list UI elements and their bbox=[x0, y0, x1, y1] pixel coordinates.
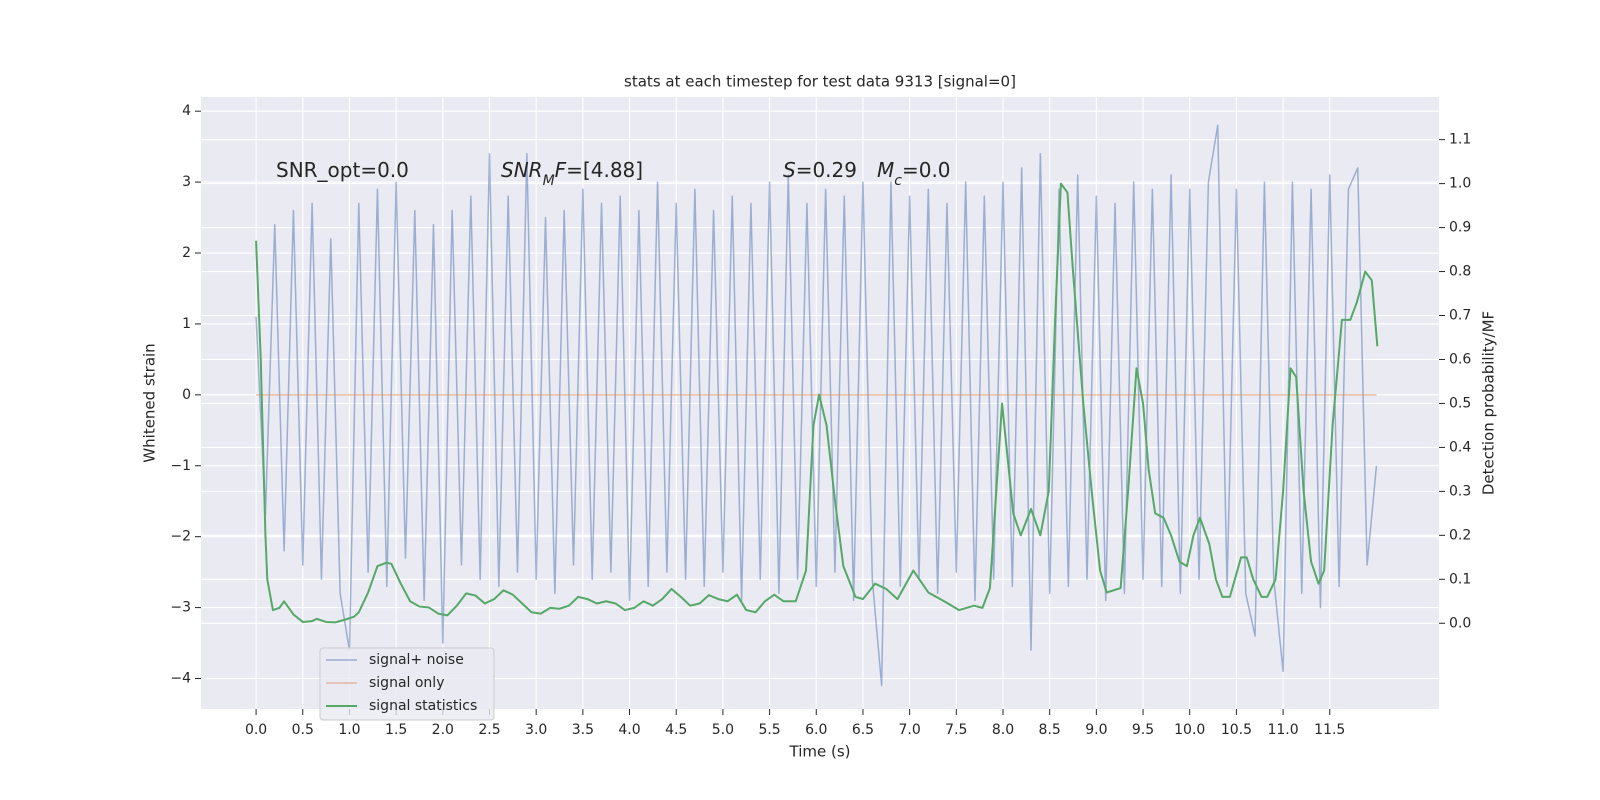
y-tick-label: −2 bbox=[170, 529, 191, 545]
x-tick-label: 10.5 bbox=[1221, 722, 1252, 738]
x-tick-label: 3.0 bbox=[525, 722, 547, 738]
annotation-part: =0.29 bbox=[796, 158, 857, 182]
x-tick-label: 6.0 bbox=[805, 722, 827, 738]
annotation-part: =0.0 bbox=[902, 158, 951, 182]
annotation-part: =[4.88] bbox=[566, 158, 643, 182]
legend-box bbox=[319, 647, 495, 721]
y-tick-label: −4 bbox=[170, 671, 191, 687]
y-tick-label: 0 bbox=[182, 387, 191, 403]
annotation-part: M bbox=[543, 173, 555, 189]
y-tick-label: −1 bbox=[170, 458, 191, 474]
y2-tick-label: 0.1 bbox=[1449, 571, 1471, 587]
x-tick-label: 9.5 bbox=[1132, 722, 1154, 738]
annotation: SNRMF=[4.88] bbox=[501, 158, 643, 189]
annotation: SNR_opt=0.0 bbox=[276, 158, 409, 182]
x-tick-label: 11.5 bbox=[1314, 722, 1345, 738]
y-axis-label: Whitened strain bbox=[141, 343, 159, 462]
x-tick-label: 8.0 bbox=[992, 722, 1014, 738]
annotation-part: c bbox=[894, 173, 902, 189]
y-tick-label: 4 bbox=[182, 103, 191, 119]
x-tick-label: 8.5 bbox=[1039, 722, 1061, 738]
legend: signal+ noise signal only signal statistic… bbox=[319, 647, 495, 721]
y2-tick-label: 1.1 bbox=[1449, 132, 1471, 148]
x-tick-label: 4.0 bbox=[618, 722, 640, 738]
y2-tick-label: 0.8 bbox=[1449, 264, 1471, 280]
annotation: Mc=0.0 bbox=[877, 158, 951, 189]
y-tick-label: −3 bbox=[170, 600, 191, 616]
y-tick-label: 3 bbox=[182, 174, 191, 190]
y2-tick-label: 0.0 bbox=[1449, 615, 1471, 631]
x-tick-label: 3.5 bbox=[572, 722, 594, 738]
x-tick-label: 0.0 bbox=[245, 722, 267, 738]
y-tick-label: 2 bbox=[182, 245, 191, 261]
ticks: 0.0 0.5 1.0 1.5 2.0 2.5 3.0 3.5 4.0 4.5 5.0 5.5 6.0 6… bbox=[170, 103, 1471, 738]
annotation-part: S bbox=[783, 158, 796, 182]
y2-tick-label: 0.9 bbox=[1449, 220, 1471, 236]
x-tick-label: 1.5 bbox=[385, 722, 407, 738]
x-axis-label: Time (s) bbox=[789, 743, 851, 761]
x-tick-label: 7.0 bbox=[898, 722, 920, 738]
grid bbox=[201, 97, 1439, 709]
x-tick-label: 5.5 bbox=[758, 722, 780, 738]
annotation-part: M bbox=[877, 158, 894, 182]
x-tick-label: 7.5 bbox=[945, 722, 967, 738]
y2-tick-label: 0.6 bbox=[1449, 351, 1471, 367]
legend-label: signal statistics bbox=[369, 698, 477, 714]
x-tick-label: 10.0 bbox=[1174, 722, 1205, 738]
y-tick-label: 1 bbox=[182, 316, 191, 332]
x-tick-label: 5.0 bbox=[712, 722, 734, 738]
x-tick-label: 2.0 bbox=[432, 722, 454, 738]
y2-tick-label: 0.5 bbox=[1449, 395, 1471, 411]
x-tick-label: 9.0 bbox=[1085, 722, 1107, 738]
x-tick-label: 2.5 bbox=[478, 722, 500, 738]
annotation-part: SNR bbox=[501, 158, 543, 182]
chart-title: stats at each timestep for test data 931… bbox=[624, 73, 1016, 91]
x-tick-label: 11.0 bbox=[1267, 722, 1298, 738]
y2-tick-label: 0.7 bbox=[1449, 308, 1471, 324]
y2-tick-label: 0.4 bbox=[1449, 439, 1471, 455]
annotation: S=0.29 bbox=[783, 158, 857, 182]
legend-label: signal only bbox=[369, 675, 444, 691]
x-tick-label: 1.0 bbox=[338, 722, 360, 738]
x-tick-label: 0.5 bbox=[292, 722, 314, 738]
annotation-part: F bbox=[555, 158, 567, 182]
y2-axis-label: Detection probability/MF bbox=[1480, 311, 1498, 495]
y2-tick-label: 0.3 bbox=[1449, 483, 1471, 499]
x-tick-label: 4.5 bbox=[665, 722, 687, 738]
series-line bbox=[255, 182, 1379, 624]
x-tick-label: 6.5 bbox=[852, 722, 874, 738]
legend-label: signal+ noise bbox=[369, 652, 464, 668]
y2-tick-label: 1.0 bbox=[1449, 176, 1471, 192]
series-line bbox=[255, 124, 1378, 687]
y2-tick-label: 0.2 bbox=[1449, 527, 1471, 543]
annotation-part: SNR_opt=0.0 bbox=[276, 158, 409, 182]
